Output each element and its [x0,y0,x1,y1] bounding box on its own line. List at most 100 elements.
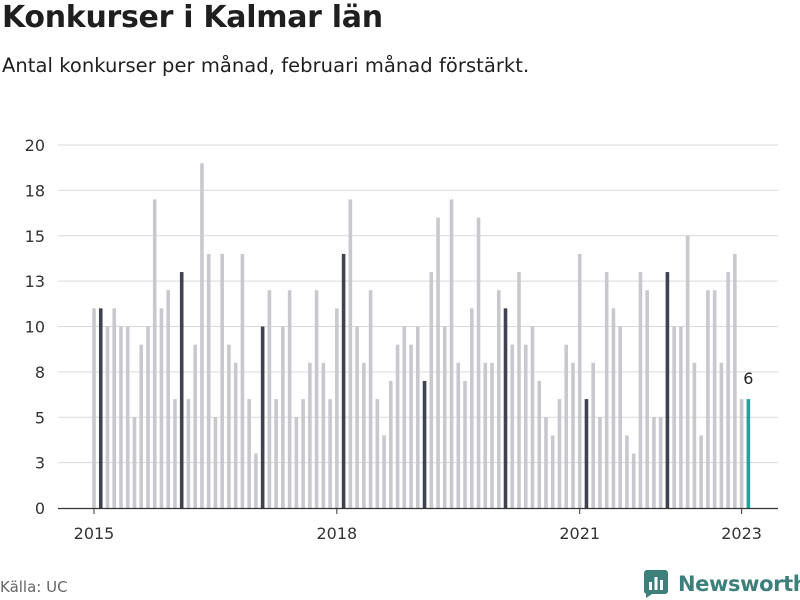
bar [638,272,643,508]
bar [598,417,602,508]
bar [544,417,548,508]
bar [274,399,278,508]
bar [652,417,656,508]
bar [92,308,96,508]
bar [449,199,454,508]
bar [132,417,137,508]
bar [152,199,157,508]
bar [557,399,562,508]
x-tick-label: 2015 [74,524,115,543]
bar [321,362,326,508]
bar [517,272,521,508]
brand-logo[interactable]: Newsworthy [644,569,800,599]
bar [98,308,103,508]
brand-name: Newsworthy [678,572,800,596]
bar [719,362,724,508]
y-tick-label: 13 [25,272,45,291]
bar [267,290,272,508]
bar [416,326,420,508]
bar [577,253,582,508]
bar [550,435,555,508]
bar [389,380,393,508]
bar [733,253,737,508]
y-tick-label: 10 [25,318,45,337]
bar [510,344,515,508]
bar [348,199,353,508]
bar [308,362,312,508]
bar [503,308,508,508]
bar [456,362,461,508]
bar [125,326,130,508]
bar [739,399,744,508]
chart-subtitle: Antal konkurser per månad, februari måna… [2,54,530,77]
bar [355,326,359,508]
bar [179,272,184,508]
bar [631,453,636,508]
y-tick-label: 3 [35,454,45,473]
bar [584,399,589,508]
bar [206,253,211,508]
bar [146,326,150,508]
y-tick-label: 5 [35,408,45,427]
x-tick-label: 2021 [559,524,600,543]
bar [645,290,649,508]
bar [395,344,400,508]
bar [564,344,569,508]
bar [665,272,670,508]
bar [200,163,204,508]
bar [328,399,332,508]
bar [523,344,528,508]
bar [496,290,501,508]
bar [463,380,467,508]
y-axis-tick-labels: 0 3 5 8 10 13 15 18 20 [25,136,45,518]
bar [746,399,751,508]
newsworthy-logo-icon [644,570,668,598]
bar [220,253,224,508]
y-tick-label: 0 [35,499,45,518]
bar [213,417,218,508]
y-tick-label: 20 [25,136,45,155]
bar [712,290,717,508]
bar [591,362,595,508]
latest-value-label: 6 [743,369,753,388]
x-tick-label: 2023 [721,524,762,543]
bar [260,326,265,508]
bar [105,326,110,508]
bar [139,344,144,508]
bar [442,326,447,508]
x-axis-tick-labels: 2015 2018 2021 2023 [74,524,762,543]
bar [611,308,616,508]
bar [483,362,488,508]
bar [119,326,123,508]
bar [173,399,177,508]
bar [618,326,622,508]
bar [233,362,238,508]
bar [375,399,380,508]
chart-title: Konkurser i Kalmar län [2,0,383,35]
bar [409,344,413,508]
y-tick-label: 15 [25,227,45,246]
bar [726,272,730,508]
bar [490,362,494,508]
bar [341,253,346,508]
bar [422,380,427,508]
bar [287,290,292,508]
bar [658,417,663,508]
bar-chart: 0 3 5 8 10 13 15 18 20 2015 2018 2021 2023 6 [25,136,778,543]
bar [362,362,366,508]
bar [571,362,575,508]
bar [227,344,231,508]
bar [685,235,690,508]
bar [604,272,609,508]
bars [92,163,751,508]
bar [382,435,386,508]
bar [301,399,305,508]
bar [625,435,629,508]
bar [112,308,117,508]
bar [281,326,285,508]
bar [254,453,258,508]
bar [429,272,434,508]
bar [294,417,299,508]
bar [314,290,319,508]
bar [699,435,703,508]
